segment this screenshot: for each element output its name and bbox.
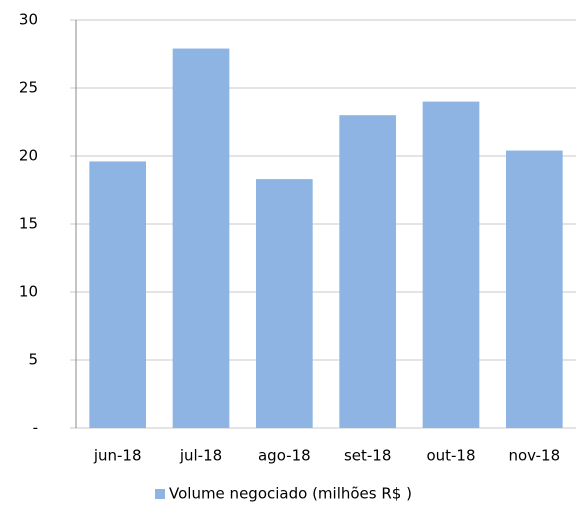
y-tick-label: 20 (19, 147, 38, 165)
y-tick-label: - (33, 419, 38, 437)
y-tick-label: 15 (19, 215, 38, 233)
x-tick-label: jun-18 (93, 447, 142, 465)
legend-label: Volume negociado (milhões R$ ) (169, 485, 412, 503)
bar (339, 115, 396, 428)
x-tick-label: out-18 (426, 447, 475, 465)
x-tick-label: nov-18 (508, 447, 560, 465)
y-tick-label: 30 (19, 11, 38, 29)
legend-swatch (155, 489, 165, 499)
y-tick-label: 5 (28, 351, 38, 369)
x-tick-label: set-18 (344, 447, 391, 465)
y-tick-label: 10 (19, 283, 38, 301)
x-tick-label: ago-18 (258, 447, 311, 465)
y-tick-label: 25 (19, 79, 38, 97)
x-tick-label: jul-18 (179, 447, 222, 465)
bar (422, 101, 480, 428)
bar (89, 161, 146, 428)
bar (172, 48, 230, 429)
bar (256, 179, 313, 428)
bar (506, 150, 563, 428)
